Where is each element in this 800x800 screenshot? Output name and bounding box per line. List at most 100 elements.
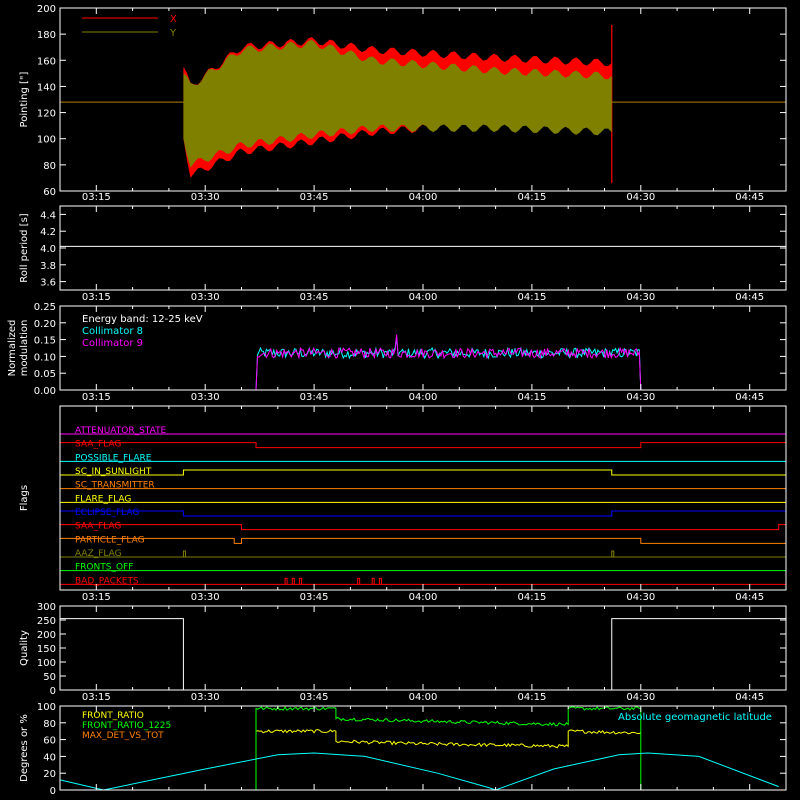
flag-line-1 bbox=[60, 442, 786, 449]
ratios-ytick-label: 20 bbox=[43, 769, 56, 780]
flag-pulse-11 bbox=[357, 577, 361, 585]
modulation-xtick-label: 03:45 bbox=[300, 392, 329, 403]
ratios-ytick-label: 60 bbox=[43, 736, 56, 747]
roll-frame bbox=[59, 205, 787, 291]
flag-label-11: BAD_PACKETS bbox=[75, 576, 139, 586]
quality-line bbox=[60, 618, 786, 691]
roll-xtick-label: 03:45 bbox=[300, 292, 329, 303]
flag-pulse-11 bbox=[299, 577, 303, 585]
flag-label-6: ECLIPSE_FLAG bbox=[75, 508, 139, 518]
modulation-xtick-label: 04:30 bbox=[626, 392, 655, 403]
flags-xtick-label: 03:45 bbox=[300, 592, 329, 603]
ratio-legend-3: Absolute geomagnetic latitude bbox=[618, 712, 772, 723]
modulation-ylabel-1: Normalized bbox=[7, 320, 18, 377]
pointing-xtick-label: 03:15 bbox=[82, 192, 111, 203]
ratios-ytick-label: 40 bbox=[43, 752, 56, 763]
roll-xtick-label: 04:00 bbox=[409, 292, 438, 303]
roll-xtick-label: 04:45 bbox=[735, 292, 764, 303]
pointing-ytick-label: 180 bbox=[37, 30, 56, 41]
quality-xtick-label: 03:15 bbox=[82, 692, 111, 703]
quality-xtick-label: 04:15 bbox=[517, 692, 546, 703]
flag-pulse-11 bbox=[378, 577, 382, 585]
flag-line-7 bbox=[60, 524, 786, 531]
flag-label-0: ATTENUATOR_STATE bbox=[75, 426, 167, 436]
pointing-ylabel: Pointing ["] bbox=[19, 71, 30, 127]
flag-pulse-11 bbox=[371, 577, 375, 585]
quality-xtick-label: 03:30 bbox=[191, 692, 220, 703]
flag-pulse-9 bbox=[611, 550, 615, 557]
pointing-xtick-label: 04:15 bbox=[517, 192, 546, 203]
flags-xtick-label: 03:30 bbox=[191, 592, 220, 603]
modulation-legend-1: Collimator 9 bbox=[82, 338, 143, 349]
flag-label-10: FRONTS_OFF bbox=[75, 563, 133, 573]
modulation-ytick-label: 0.25 bbox=[34, 302, 56, 313]
modulation-xtick-label: 03:30 bbox=[191, 392, 220, 403]
pointing-ytick-label: 60 bbox=[43, 187, 56, 198]
quality-xtick-label: 03:45 bbox=[300, 692, 329, 703]
flag-label-7: SAA_FLAG bbox=[75, 522, 121, 532]
roll-ylabel: Roll period [s] bbox=[19, 213, 30, 282]
modulation-ytick-label: 0.05 bbox=[34, 369, 56, 380]
pointing-xtick-label: 04:45 bbox=[735, 192, 764, 203]
pointing-xtick-label: 03:30 bbox=[191, 192, 220, 203]
modulation-ytick-label: 0.10 bbox=[34, 352, 56, 363]
pointing-ytick-label: 160 bbox=[37, 56, 56, 67]
roll-ytick-label: 3.6 bbox=[40, 278, 56, 289]
flag-label-5: FLARE_FLAG bbox=[75, 494, 131, 504]
ratio-series-3 bbox=[59, 752, 779, 791]
quality-ytick-label: 50 bbox=[43, 672, 56, 683]
flag-pulse-9 bbox=[182, 550, 186, 557]
ratios-ytick-label: 0 bbox=[50, 786, 56, 797]
roll-xtick-label: 04:30 bbox=[626, 292, 655, 303]
pointing-xtick-label: 03:45 bbox=[300, 192, 329, 203]
ratio-legend-2: MAX_DET_VS_TOT bbox=[82, 731, 164, 741]
ratio-series-1 bbox=[255, 706, 642, 790]
modulation-xtick-label: 04:15 bbox=[517, 392, 546, 403]
modulation-xtick-label: 04:00 bbox=[409, 392, 438, 403]
roll-ytick-label: 4.0 bbox=[40, 244, 56, 255]
roll-ytick-label: 3.8 bbox=[40, 261, 56, 272]
flag-pulse-11 bbox=[284, 577, 288, 585]
flag-label-8: PARTICLE_FLAG bbox=[75, 535, 145, 545]
modulation-ytick-label: 0.20 bbox=[34, 319, 56, 330]
modulation-ytick-label: 0.00 bbox=[34, 386, 56, 397]
chart-axes-layer bbox=[59, 7, 787, 791]
modulation-series-1 bbox=[60, 334, 786, 391]
flag-label-3: SC_IN_SUNLIGHT bbox=[75, 467, 152, 477]
flag-label-9: AAZ_FLAG bbox=[75, 549, 122, 559]
modulation-annotation: Energy band: 12-25 keV bbox=[82, 314, 203, 325]
ratios-ytick-label: 80 bbox=[43, 719, 56, 730]
modulation-legend-0: Collimator 8 bbox=[82, 326, 143, 337]
chart-data-layer bbox=[59, 17, 786, 791]
ratio-legend-1: FRONT_RATIO_1225 bbox=[82, 721, 171, 731]
quality-ytick-label: 250 bbox=[37, 616, 56, 627]
pointing-ytick-label: 80 bbox=[43, 161, 56, 172]
flags-xtick-label: 03:15 bbox=[82, 592, 111, 603]
pointing-ytick-label: 200 bbox=[37, 4, 56, 15]
roll-xtick-label: 03:30 bbox=[191, 292, 220, 303]
modulation-ytick-label: 0.15 bbox=[34, 336, 56, 347]
ratio-legend-0: FRONT_RATIO bbox=[82, 711, 144, 721]
pointing-ytick-label: 100 bbox=[37, 135, 56, 146]
flags-xtick-label: 04:45 bbox=[735, 592, 764, 603]
ratios-ylabel: Degrees or % bbox=[19, 714, 30, 782]
modulation-series-0 bbox=[60, 336, 786, 391]
quality-xtick-label: 04:30 bbox=[626, 692, 655, 703]
ratio-series-0 bbox=[255, 728, 641, 749]
flag-pulse-11 bbox=[291, 577, 295, 585]
ratios-ytick-label: 100 bbox=[37, 702, 56, 713]
quality-ytick-label: 0 bbox=[50, 686, 56, 697]
quality-ytick-label: 300 bbox=[37, 602, 56, 613]
modulation-xtick-label: 03:15 bbox=[82, 392, 111, 403]
flag-line-6 bbox=[60, 510, 786, 517]
flags-xtick-label: 04:15 bbox=[517, 592, 546, 603]
pointing-ytick-label: 140 bbox=[37, 82, 56, 93]
legend-label-X: X bbox=[170, 14, 177, 25]
quality-ytick-label: 100 bbox=[37, 658, 56, 669]
roll-xtick-label: 04:15 bbox=[517, 292, 546, 303]
roll-xtick-label: 03:15 bbox=[82, 292, 111, 303]
legend-label-Y: Y bbox=[169, 28, 177, 39]
quality-xtick-label: 04:00 bbox=[409, 692, 438, 703]
modulation-xtick-label: 04:45 bbox=[735, 392, 764, 403]
